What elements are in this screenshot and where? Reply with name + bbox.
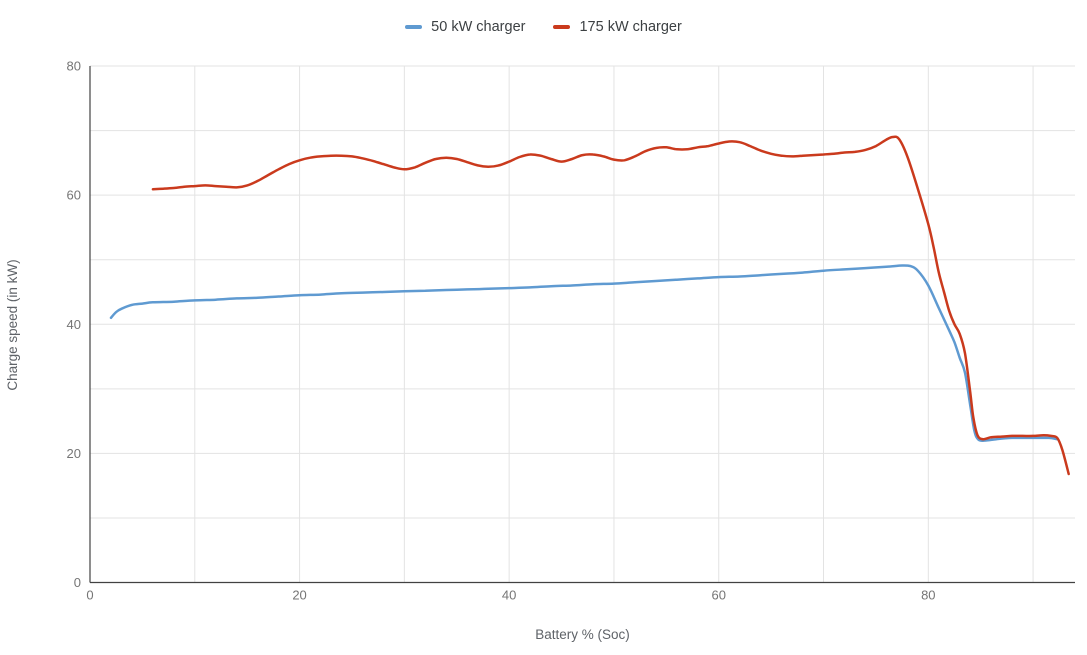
- legend-item-50kw-charger: 50 kW charger: [405, 18, 525, 36]
- y-tick-label: 60: [67, 188, 81, 203]
- y-tick-label: 40: [67, 317, 81, 332]
- x-axis-title: Battery % (Soc): [535, 627, 630, 642]
- x-tick-label: 40: [502, 588, 516, 603]
- legend-label-175kw-charger: 175 kW charger: [579, 19, 682, 35]
- series-line-50kw: [109, 264, 1059, 443]
- legend-swatch-red-icon: [553, 25, 571, 29]
- chart-legend: 50 kW charger 175 kW charger: [0, 18, 1087, 36]
- x-tick-label: 60: [711, 588, 725, 603]
- y-tick-label: 20: [67, 446, 81, 461]
- y-tick-label: 80: [67, 59, 81, 74]
- legend-item-175kw-charger: 175 kW charger: [553, 18, 682, 36]
- x-tick-label: 80: [921, 588, 935, 603]
- legend-label-50kw-charger: 50 kW charger: [431, 19, 526, 35]
- legend-swatch-blue-icon: [405, 25, 423, 29]
- y-tick-label: 0: [74, 575, 81, 590]
- x-tick-label: 0: [86, 588, 93, 603]
- x-tick-label: 20: [292, 588, 306, 603]
- y-axis-title: Charge speed (in kW): [5, 259, 20, 391]
- series-line-175kw: [151, 135, 1070, 476]
